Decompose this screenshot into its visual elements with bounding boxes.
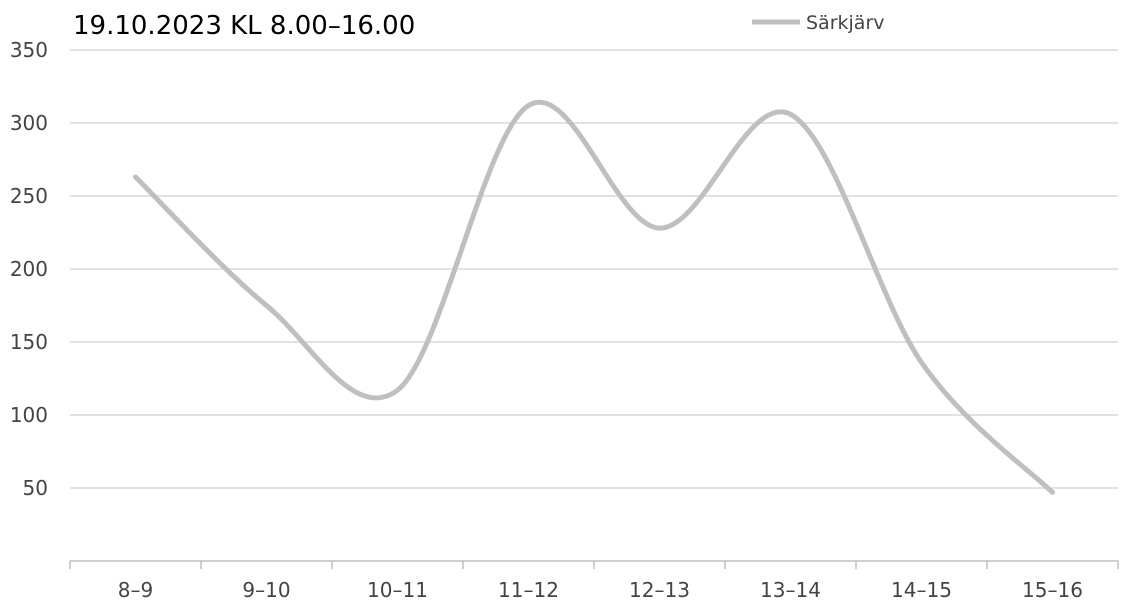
series-line-0 <box>133 99 1055 495</box>
x-axis <box>69 560 1119 569</box>
series-lines <box>133 99 1055 495</box>
gridlines <box>70 49 1118 489</box>
x-tick-label: 14–15 <box>891 578 952 601</box>
y-tick-label: 150 <box>10 330 48 354</box>
legend-label: Särkjärv <box>806 12 885 34</box>
x-tick-label: 10–11 <box>367 578 428 601</box>
x-tick-label: 12–13 <box>629 578 690 601</box>
y-tick-label: 350 <box>10 38 48 62</box>
x-tick-label: 13–14 <box>760 578 821 601</box>
x-tick-label: 15–16 <box>1022 578 1083 601</box>
y-tick-label: 100 <box>10 403 48 427</box>
x-axis-tick-labels: 8–9 9–10 10–11 11–12 12–13 13–14 14–15 15–16 <box>118 578 1083 601</box>
legend: Särkjärv <box>752 12 885 34</box>
x-tick-label: 8–9 <box>118 578 153 601</box>
y-axis-tick-labels: 50 100 150 200 250 300 350 <box>10 38 48 500</box>
y-tick-label: 300 <box>10 111 48 135</box>
chart-title: 19.10.2023 KL 8.00–16.00 <box>73 11 415 41</box>
x-tick-label: 11–12 <box>498 578 559 601</box>
y-tick-label: 50 <box>23 476 48 500</box>
y-tick-label: 200 <box>10 257 48 281</box>
x-tick-label: 9–10 <box>242 578 290 601</box>
y-tick-label: 250 <box>10 184 48 208</box>
